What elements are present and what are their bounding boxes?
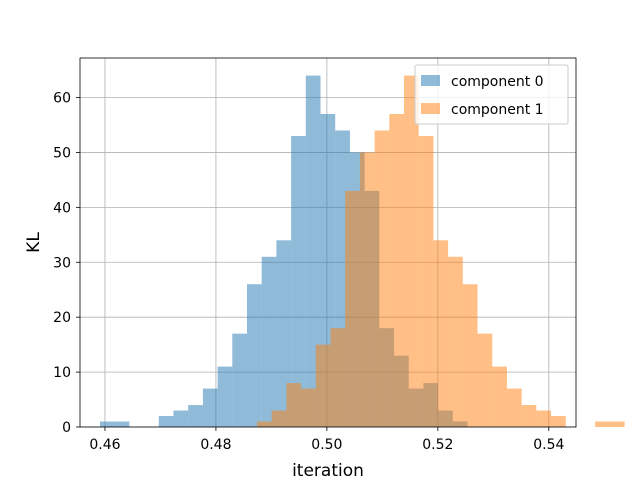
histogram-bar: [389, 114, 405, 428]
legend-swatch-component-0: [421, 75, 440, 86]
y-axis-label: KL: [24, 232, 44, 253]
x-axis-label: iteration: [292, 461, 364, 480]
legend-label-component-0: component 0: [451, 74, 544, 90]
histogram-bar: [418, 135, 434, 428]
histogram-bar: [506, 388, 522, 427]
histogram-bar: [286, 383, 302, 427]
y-tick-label: 30: [53, 255, 71, 271]
histogram-bar: [276, 240, 292, 427]
x-tick-label: 0.54: [533, 437, 564, 453]
histogram-bar: [359, 152, 375, 428]
histogram-bar: [173, 410, 189, 427]
histogram-bar: [301, 388, 316, 427]
legend-swatch-component-1: [421, 103, 440, 114]
histogram-bar: [477, 333, 493, 427]
histogram-bar: [158, 416, 174, 427]
y-tick-label: 10: [53, 365, 71, 381]
histogram-bar: [374, 130, 390, 427]
y-tick-label: 0: [62, 420, 71, 436]
histogram-bar: [202, 388, 218, 427]
histogram-bar: [595, 421, 610, 427]
x-tick-label: 0.48: [200, 437, 231, 453]
histogram-bar: [315, 344, 331, 427]
histogram-bar: [271, 410, 287, 427]
histogram-bar: [217, 366, 233, 427]
plot-frame: [79, 57, 577, 428]
axis-ticks: 0.46 0.48 0.50 0.52 0.54 0 10 20 30 40 50 60: [53, 91, 564, 453]
y-tick-label: 40: [53, 200, 71, 216]
histogram-bar: [256, 421, 272, 427]
x-tick-label: 0.50: [311, 437, 342, 453]
x-tick-label: 0.46: [89, 437, 120, 453]
histogram-bar: [232, 333, 247, 427]
histogram-bar: [246, 284, 262, 427]
histogram-bar: [330, 328, 346, 427]
histogram-bar: [345, 190, 360, 427]
y-tick-label: 20: [53, 310, 71, 326]
histogram-bar: [521, 405, 537, 427]
histogram-bar: [261, 256, 277, 427]
histogram-bar: [188, 405, 203, 427]
histogram-bar: [551, 416, 566, 427]
series-1-bars: [256, 75, 625, 428]
x-tick-label: 0.52: [422, 437, 453, 453]
histogram-bar: [492, 366, 507, 427]
legend: component 0 component 1: [414, 64, 569, 125]
legend-label-component-1: component 1: [451, 102, 544, 118]
histogram-bar: [99, 421, 115, 427]
y-tick-label: 50: [53, 145, 71, 161]
histogram-bar: [305, 75, 321, 428]
histogram-bars: [99, 75, 625, 428]
histogram-bar: [462, 284, 478, 427]
histogram-bar: [536, 410, 552, 427]
histogram-bar: [609, 421, 625, 427]
histogram-bar: [433, 240, 449, 427]
y-tick-label: 60: [53, 91, 71, 107]
histogram-bar: [114, 421, 130, 427]
histogram-bar: [404, 75, 419, 428]
histogram-bar: [291, 135, 306, 428]
histogram-bar: [448, 256, 463, 427]
legend-box: [414, 64, 569, 125]
